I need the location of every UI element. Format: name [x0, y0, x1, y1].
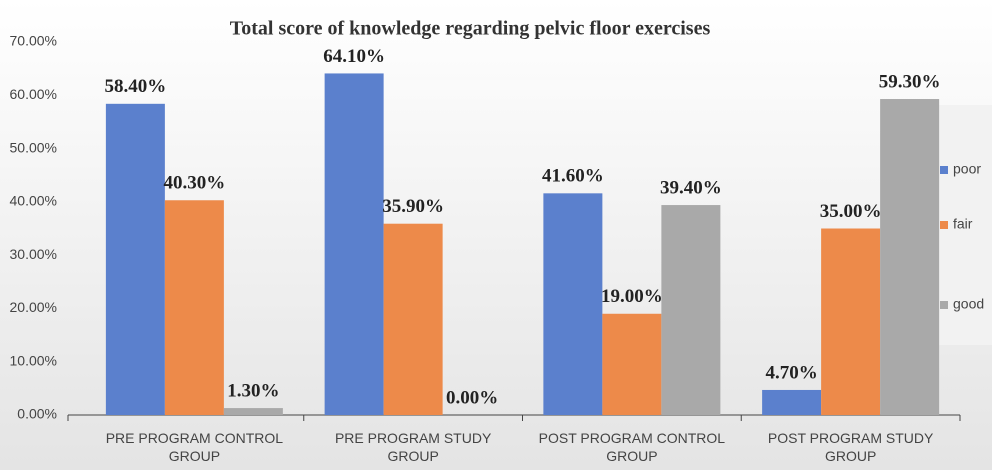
x-tick-label: PRE PROGRAM STUDY GROUP — [334, 430, 492, 464]
bar — [164, 200, 224, 415]
data-label: 58.40% — [105, 76, 167, 97]
data-label: 40.30% — [164, 173, 226, 194]
y-tick-label: 50.00% — [10, 139, 57, 155]
bar — [762, 389, 822, 415]
bar — [383, 223, 443, 415]
bar — [223, 408, 283, 415]
legend-swatch — [940, 221, 948, 229]
data-label: 39.40% — [660, 177, 722, 198]
data-label: 59.30% — [879, 71, 941, 92]
y-tick-label: 70.00% — [10, 33, 57, 49]
data-label: 1.30% — [227, 380, 279, 401]
legend-label: poor — [953, 161, 981, 177]
y-tick-label: 0.00% — [17, 406, 57, 422]
bar — [543, 193, 603, 415]
bar — [661, 205, 721, 415]
y-tick-label: 20.00% — [10, 299, 57, 315]
data-label: 19.00% — [601, 286, 663, 307]
data-label: 35.00% — [820, 201, 882, 222]
legend-label: good — [953, 296, 984, 312]
x-tick-label: POST PROGRAM STUDY GROUP — [767, 430, 934, 464]
y-tick-label: 60.00% — [10, 86, 57, 102]
legend-swatch — [940, 301, 948, 309]
bar — [324, 73, 384, 415]
x-tick-label: PRE PROGRAM CONTROL GROUP — [105, 430, 284, 464]
bar — [821, 228, 881, 415]
y-tick-label: 30.00% — [10, 246, 57, 262]
data-label: 35.90% — [382, 196, 444, 217]
y-tick-label: 10.00% — [10, 352, 57, 368]
y-tick-label: 40.00% — [10, 193, 57, 209]
data-label: 0.00% — [446, 387, 498, 408]
legend-label: fair — [953, 216, 973, 232]
chart-title: Total score of knowledge regarding pelvi… — [230, 18, 711, 40]
bar — [880, 99, 940, 415]
bar — [105, 103, 165, 415]
bar — [602, 313, 662, 415]
data-label: 41.60% — [542, 166, 604, 187]
data-label: 4.70% — [766, 362, 818, 383]
x-tick-label: POST PROGRAM CONTROL GROUP — [538, 430, 726, 464]
legend-swatch — [940, 166, 948, 174]
data-label: 64.10% — [323, 46, 385, 67]
